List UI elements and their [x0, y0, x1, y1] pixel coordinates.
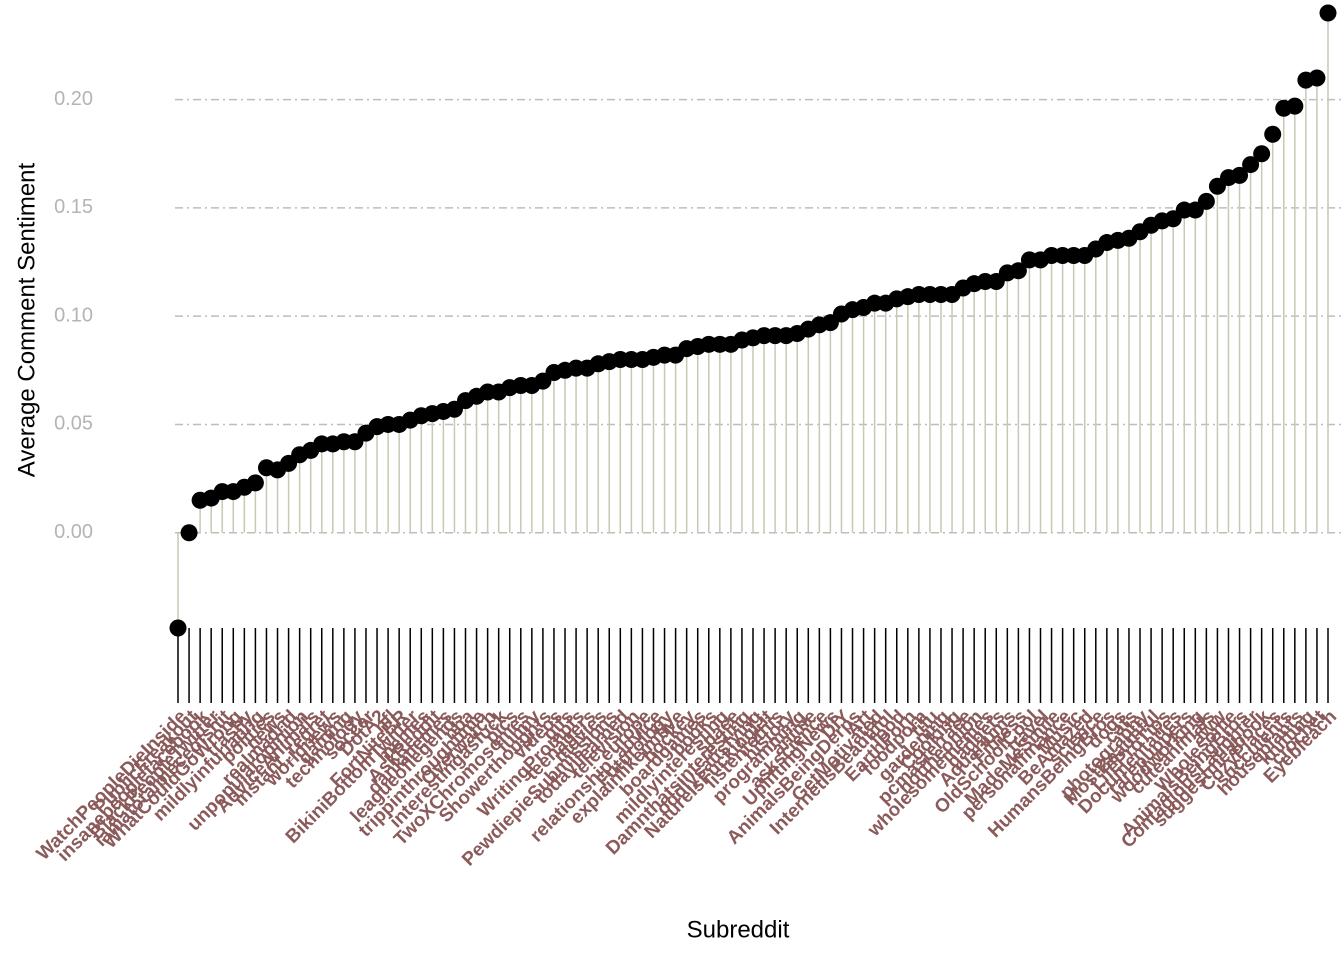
dot	[1253, 145, 1271, 163]
dot	[169, 619, 187, 637]
dot	[1242, 156, 1260, 174]
y-tick-label: 0.20	[54, 88, 93, 110]
dot	[1197, 192, 1215, 210]
dot	[180, 524, 198, 542]
y-tick-label: 0.10	[54, 304, 93, 326]
y-tick-label: 0.15	[54, 196, 93, 218]
dot	[1231, 166, 1249, 184]
dot	[1308, 69, 1326, 87]
x-axis-title: Subreddit	[687, 916, 790, 943]
dot	[246, 474, 264, 492]
dot	[1286, 97, 1304, 115]
y-tick-label: 0.00	[54, 521, 93, 543]
dot	[1319, 4, 1337, 22]
y-axis-title: Average Comment Sentiment	[13, 162, 40, 477]
dot	[1009, 262, 1027, 280]
dot	[1264, 125, 1282, 143]
y-tick-label: 0.05	[54, 413, 93, 435]
